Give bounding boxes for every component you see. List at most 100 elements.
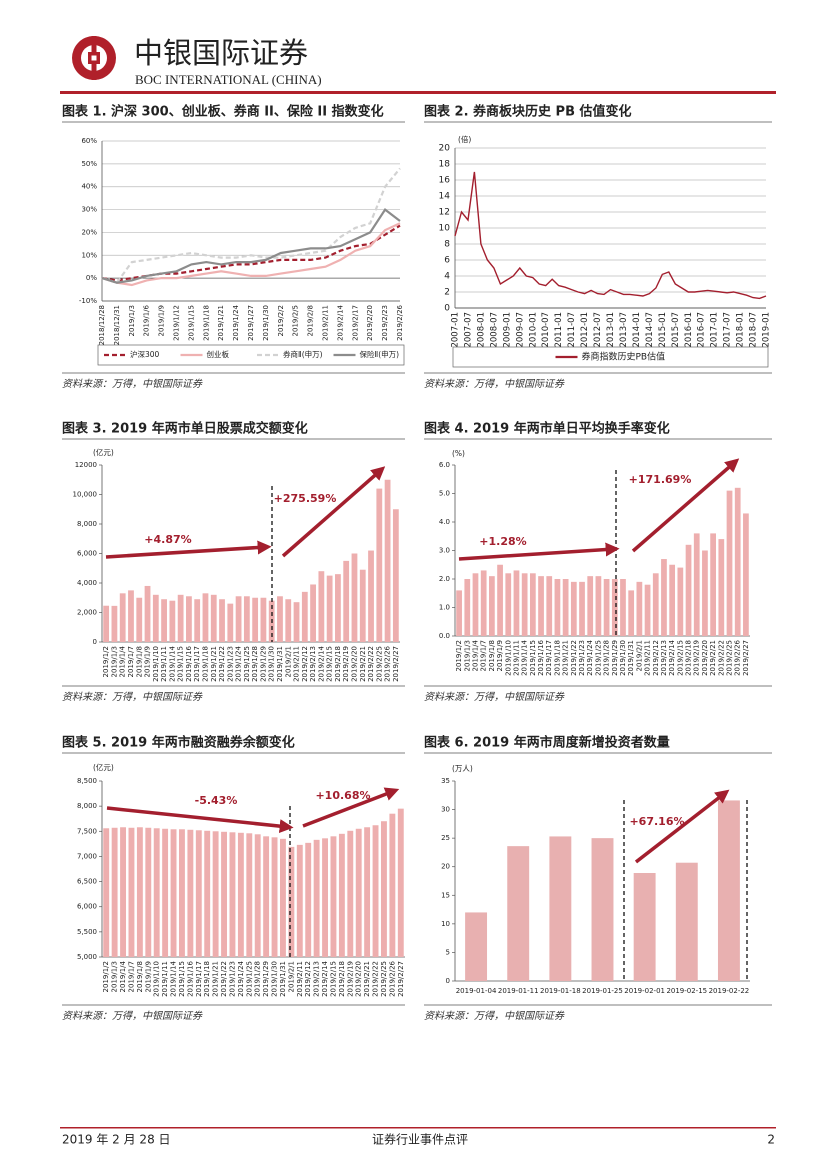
x-tick-label: 2019/1/25 — [594, 640, 602, 676]
bar — [204, 830, 211, 957]
unit-label: (亿元) — [93, 447, 114, 457]
series-line — [101, 167, 401, 284]
bar — [144, 585, 151, 642]
series-line — [454, 171, 767, 300]
x-tick-label: 2013-07 — [619, 312, 629, 348]
bar — [652, 573, 659, 636]
x-tick-label: 2019/1/7 — [127, 961, 135, 992]
x-tick-label: 2019/1/28 — [254, 961, 262, 997]
bar — [628, 590, 635, 636]
y-tick-label: 30 — [441, 806, 450, 814]
bar — [162, 828, 169, 957]
x-tick-label: 2019-01-18 — [540, 987, 581, 995]
x-tick-label: 2019/1/16 — [537, 639, 545, 675]
x-tick-label: 2019/1/8 — [488, 640, 496, 671]
bar — [252, 597, 259, 642]
y-tick-label: 10,000 — [73, 491, 98, 499]
trend-arrow — [105, 540, 272, 559]
bar — [472, 573, 479, 636]
x-tick-label: 2019/1/29 — [611, 640, 619, 676]
footer-date: 2019 年 2 月 28 日 — [62, 1133, 171, 1147]
x-tick-label: 2019/1/31 — [627, 640, 635, 676]
x-tick-label: 2019/2/8 — [307, 305, 315, 336]
trend-arrow — [302, 787, 400, 828]
x-tick-label: 2019/2/15 — [326, 646, 334, 682]
y-tick-label: 10 — [439, 224, 451, 234]
y-tick-label: 2,000 — [77, 609, 97, 617]
x-tick-label: 2014-07 — [645, 312, 655, 348]
y-tick-label: 3.0 — [439, 547, 450, 555]
source-note: 资料来源：万得，中银国际证券 — [424, 1010, 565, 1022]
bar — [186, 596, 192, 642]
x-tick-label: 2019/2/11 — [644, 640, 652, 676]
y-tick-label: 10 — [441, 920, 450, 928]
unit-label: (亿元) — [93, 762, 114, 772]
y-tick-label: 6,000 — [77, 903, 97, 911]
y-tick-label: 6,000 — [77, 550, 97, 558]
bar — [570, 581, 577, 636]
bar — [254, 834, 261, 957]
y-tick-label: 8,000 — [77, 520, 97, 528]
source-note: 资料来源：万得，中银国际证券 — [62, 1010, 203, 1022]
y-tick-label: 15 — [441, 891, 450, 899]
bar — [335, 574, 341, 642]
bar — [136, 827, 143, 957]
x-tick-label: 2019/1/4 — [119, 960, 127, 992]
bar — [355, 828, 362, 957]
x-tick-label: 2011-01 — [554, 312, 564, 348]
bar — [710, 533, 716, 636]
bar — [170, 829, 177, 957]
y-tick-label: 40% — [81, 183, 97, 191]
bar — [591, 838, 614, 981]
x-tick-label: 2019/1/17 — [545, 640, 553, 676]
x-tick-label: 2019/1/14 — [170, 960, 178, 996]
figure-caption: 图表 6. 2019 年两市周度新增投资者数量 — [424, 735, 670, 751]
x-tick-label: 2019/2/18 — [334, 646, 342, 682]
bar — [330, 836, 337, 957]
y-tick-label: 7,500 — [77, 827, 97, 835]
y-tick-label: 5 — [446, 948, 450, 956]
x-tick-label: 2019/2/13 — [309, 646, 317, 682]
bar — [136, 597, 143, 642]
x-tick-label: 2019/2/21 — [709, 640, 717, 676]
bar — [734, 487, 741, 636]
x-tick-label: 2019/2/19 — [342, 646, 350, 682]
x-tick-label: 2008-07 — [489, 312, 499, 348]
x-tick-label: 2019/1/11 — [160, 646, 168, 682]
trend-arrow — [281, 466, 386, 558]
y-tick-label: 0 — [444, 304, 450, 314]
bar — [513, 570, 520, 636]
bar — [507, 846, 530, 981]
x-tick-label: 2019/1/31 — [276, 646, 284, 682]
footer-report-type: 证券行业事件点评 — [372, 1132, 468, 1147]
x-tick-label: 2019/1/31 — [279, 961, 287, 997]
bar — [587, 576, 594, 636]
bar — [153, 828, 160, 957]
x-tick-label: 2019/2/14 — [317, 645, 325, 681]
x-tick-label: 2019/2/11 — [296, 961, 304, 997]
x-tick-label: 2015-07 — [671, 312, 681, 348]
x-tick-label: 2019/2/27 — [742, 640, 750, 676]
x-tick-label: 2019/1/29 — [259, 646, 267, 682]
x-tick-label: 2011-07 — [567, 312, 577, 348]
bar — [119, 593, 126, 642]
bar — [263, 836, 270, 957]
bar — [669, 564, 676, 636]
bar — [243, 596, 250, 642]
x-tick-label: 2019/1/30 — [268, 646, 276, 682]
figure-caption: 图表 5. 2019 年两市融资融券余额变化 — [62, 735, 295, 751]
x-tick-label: 2019/2/27 — [392, 646, 400, 682]
x-tick-label: 2019/2/18 — [685, 640, 693, 676]
x-tick-label: 2018-07 — [749, 312, 759, 348]
x-tick-label: 2019/2/21 — [363, 961, 371, 997]
x-tick-label: 2019/1/3 — [463, 640, 471, 671]
x-tick-label: 2019/1/22 — [570, 640, 578, 676]
x-tick-label: 2009-07 — [515, 312, 525, 348]
change-annotation: +4.87% — [144, 533, 191, 546]
bar — [521, 573, 528, 636]
x-tick-label: 2019/1/10 — [153, 961, 161, 997]
y-tick-label: 6,500 — [77, 878, 97, 886]
x-tick-label: 2019/1/9 — [496, 640, 504, 671]
y-tick-label: 0 — [446, 977, 450, 985]
